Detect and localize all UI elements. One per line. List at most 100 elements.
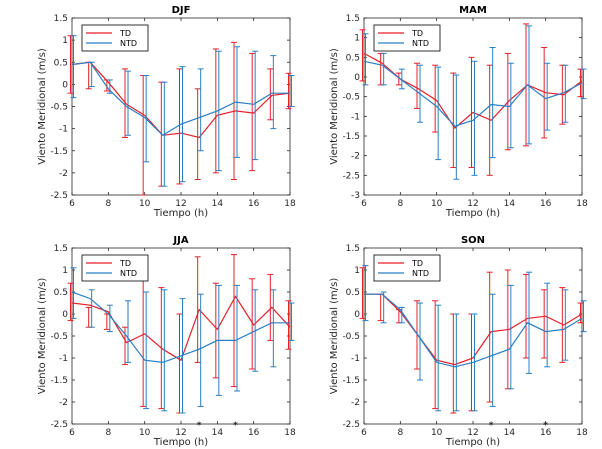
x-tick-label: 16	[248, 428, 260, 438]
y-tick-label: -2	[59, 169, 68, 179]
y-tick-label: -2	[59, 398, 68, 408]
y-tick-label: -2	[351, 398, 360, 408]
x-tick-label: 18	[576, 428, 588, 438]
x-tick-label: 8	[105, 199, 111, 209]
y-tick-label: 1	[354, 266, 360, 276]
y-tick-label: 0	[62, 310, 68, 320]
y-tick-label: -1.5	[342, 376, 360, 386]
legend-box	[373, 24, 441, 52]
x-tick-label: 12	[467, 199, 478, 209]
x-tick-label: 8	[397, 428, 403, 438]
x-tick-label: 14	[212, 428, 224, 438]
x-tick-label: 10	[431, 428, 443, 438]
x-tick-label: 8	[397, 199, 403, 209]
x-tick-label: 10	[139, 428, 151, 438]
y-tick-label: -0.5	[50, 103, 68, 113]
x-tick-label: 6	[361, 199, 367, 209]
significance-marker: *	[197, 421, 202, 431]
y-axis-label: Viento Meridional (m/s)	[37, 48, 48, 165]
chart-title: JJA	[172, 235, 188, 246]
legend-label-ntd: NTD	[120, 39, 137, 48]
legend-label-td: TD	[411, 259, 423, 268]
y-tick-label: -0.5	[50, 332, 68, 342]
y-tick-label: -2.5	[50, 191, 68, 201]
x-axis-label: Tiempo (h)	[445, 437, 500, 448]
chart-title: MAM	[459, 5, 487, 16]
panel-mam: MAM 6 8 10 12 14 16 18 1.5 1 0.5 0 -0.5 -1 -1.5 -2 -2.5 -…	[329, 5, 588, 219]
y-tick-label: 1	[62, 36, 68, 46]
y-tick-label: -1.5	[50, 376, 68, 386]
y-tick-label: -1.5	[342, 132, 360, 142]
x-tick-label: 16	[540, 199, 552, 209]
y-tick-label: -1	[351, 112, 360, 122]
y-tick-label: -0.5	[342, 332, 360, 342]
legend-box	[373, 254, 441, 282]
x-tick-label: 8	[105, 428, 111, 438]
y-tick-label: 0	[62, 80, 68, 90]
legend-label-td: TD	[411, 29, 423, 38]
x-tick-label: 14	[504, 199, 516, 209]
series-line-td	[71, 295, 291, 362]
legend-label-ntd: NTD	[412, 269, 429, 278]
y-tick-label: 1	[62, 266, 68, 276]
x-tick-label: 12	[467, 428, 478, 438]
x-axis-label: Tiempo (h)	[153, 208, 208, 219]
y-tick-label: -0.5	[342, 93, 360, 103]
y-tick-label: 0.5	[54, 58, 68, 68]
x-tick-label: 6	[361, 428, 367, 438]
legend-label-ntd: NTD	[120, 269, 137, 278]
x-tick-label: 18	[284, 428, 296, 438]
chart-title: SON	[461, 235, 485, 246]
y-axis-label: Viento Meridional (m/s)	[329, 48, 340, 165]
y-tick-label: -3	[351, 191, 360, 201]
x-axis-label: Tiempo (h)	[153, 437, 208, 448]
x-tick-label: 10	[431, 199, 443, 209]
y-tick-label: 1.5	[54, 14, 68, 24]
legend-label-td: TD	[119, 29, 131, 38]
series-line-ntd	[71, 291, 290, 364]
legend-label-ntd: NTD	[412, 39, 429, 48]
y-tick-label: 0.5	[346, 53, 360, 63]
y-tick-label: 0	[354, 310, 360, 320]
y-axis-label: Viento Meridional (m/s)	[37, 278, 48, 395]
x-tick-label: 12	[175, 199, 186, 209]
panel-son: SON 6 8 10 12 14 16 18 1.5 1 0.5 0 -0.5 -1 -1.5 -2 -2.5 T…	[329, 235, 588, 448]
x-tick-label: 18	[576, 199, 588, 209]
x-tick-label: 18	[284, 199, 296, 209]
y-tick-label: 0	[354, 73, 360, 83]
legend-box	[81, 24, 149, 52]
x-tick-label: 6	[69, 428, 75, 438]
x-tick-label: 10	[139, 199, 151, 209]
y-axis-label: Viento Meridional (m/s)	[329, 278, 340, 395]
y-tick-label: -1.5	[50, 147, 68, 157]
x-tick-label: 14	[504, 428, 516, 438]
y-tick-label: -2.5	[342, 420, 360, 430]
panel-djf: DJF 6 8 10 12 14 16 18 1.5 1 0.5 0 -0.5 -1 -1.5 -2 -2.5 T…	[37, 5, 296, 219]
chart-title: DJF	[172, 5, 191, 16]
y-tick-label: -1	[59, 354, 68, 364]
x-tick-label: 6	[69, 199, 75, 209]
y-tick-label: 1.5	[346, 14, 360, 24]
legend-box	[81, 254, 149, 282]
legend-label-td: TD	[119, 259, 131, 268]
y-tick-label: -1	[59, 125, 68, 135]
y-tick-label: 1	[354, 34, 360, 44]
x-tick-label: 14	[212, 199, 224, 209]
x-tick-label: 12	[175, 428, 186, 438]
series-line-td	[364, 293, 583, 366]
significance-marker: *	[543, 421, 548, 431]
y-tick-label: -2.5	[342, 171, 360, 181]
significance-marker: *	[489, 421, 494, 431]
series-line-ntd	[364, 293, 583, 368]
significance-marker: *	[233, 421, 238, 431]
panel-jja: JJA 6 8 10 12 14 16 18 1.5 1 0.5 0 -0.5 -1 -1.5 -2 -2.5 T…	[37, 235, 296, 448]
y-tick-label: 1.5	[346, 244, 360, 254]
series-line-td	[71, 61, 291, 139]
series-line-ntd	[71, 61, 290, 137]
x-tick-label: 16	[540, 428, 552, 438]
series-line-ntd	[363, 60, 583, 127]
x-axis-label: Tiempo (h)	[445, 208, 500, 219]
y-tick-label: -1	[351, 354, 360, 364]
y-tick-label: -2	[351, 152, 360, 162]
